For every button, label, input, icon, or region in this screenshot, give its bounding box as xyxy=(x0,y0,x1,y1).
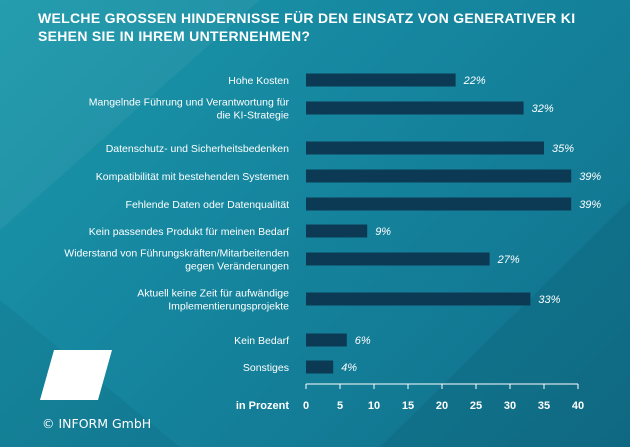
data-label-2: 32% xyxy=(532,103,554,115)
category-label-10: Sonstiges xyxy=(243,362,289,374)
x-tick-label-15: 15 xyxy=(402,400,414,412)
bar-2 xyxy=(306,101,524,115)
bar-5 xyxy=(306,197,572,211)
category-label-2-line-2: die KI-Strategie xyxy=(217,110,290,122)
bar-8 xyxy=(306,292,531,306)
data-label-10: 4% xyxy=(341,362,357,374)
category-label-4: Kompatibilität mit bestehenden Systemen xyxy=(96,171,289,183)
x-tick-label-10: 10 xyxy=(368,400,380,412)
data-label-5: 39% xyxy=(579,199,601,211)
data-label-4: 39% xyxy=(579,171,601,183)
category-label-7-line-1: Widerstand von Führungskräften/Mitarbeit… xyxy=(64,248,289,260)
x-tick-label-30: 30 xyxy=(504,400,516,412)
inform-logo-icon xyxy=(40,350,112,400)
x-tick-label-5: 5 xyxy=(337,400,343,412)
category-label-5: Fehlende Daten oder Datenqualität xyxy=(126,199,290,211)
data-label-3: 35% xyxy=(552,143,574,155)
category-label-7-line-2: gegen Veränderungen xyxy=(185,261,289,273)
x-tick-label-25: 25 xyxy=(470,400,482,412)
x-tick-label-0: 0 xyxy=(303,400,309,412)
category-label-3: Datenschutz- und Sicherheitsbedenken xyxy=(106,143,289,155)
copyright-notice: © INFORM GmbH xyxy=(42,416,152,431)
data-label-9: 6% xyxy=(355,335,371,347)
category-label-8-line-1: Aktuell keine Zeit für aufwändige xyxy=(137,288,289,300)
chart-title: WELCHE GROSSEN HINDERNISSE FÜR DEN EINSA… xyxy=(38,9,598,45)
x-axis-title: in Prozent xyxy=(236,400,290,412)
category-label-6: Kein passendes Produkt für meinen Bedarf xyxy=(89,226,289,238)
category-label-1: Hohe Kosten xyxy=(228,75,289,87)
bar-7 xyxy=(306,252,490,266)
data-label-8: 33% xyxy=(538,294,560,306)
x-tick-label-40: 40 xyxy=(572,400,584,412)
bar-1 xyxy=(306,73,456,87)
data-label-7: 27% xyxy=(497,254,520,266)
data-label-1: 22% xyxy=(463,75,486,87)
bar-6 xyxy=(306,224,368,238)
x-tick-label-20: 20 xyxy=(436,400,448,412)
bar-10 xyxy=(306,360,334,374)
category-label-8-line-2: Implementierungsprojekte xyxy=(168,301,289,313)
bar-4 xyxy=(306,169,572,183)
chart-title-line-2: SEHEN SIE IN IHREM UNTERNEHMEN? xyxy=(38,28,311,44)
category-label-2-line-1: Mangelnde Führung und Verantwortung für xyxy=(89,97,290,109)
category-label-9: Kein Bedarf xyxy=(234,335,289,347)
data-label-6: 9% xyxy=(375,226,391,238)
bar-3 xyxy=(306,141,544,155)
x-tick-label-35: 35 xyxy=(538,400,550,412)
chart-title-line-1: WELCHE GROSSEN HINDERNISSE FÜR DEN EINSA… xyxy=(38,10,576,26)
bar-9 xyxy=(306,333,347,347)
